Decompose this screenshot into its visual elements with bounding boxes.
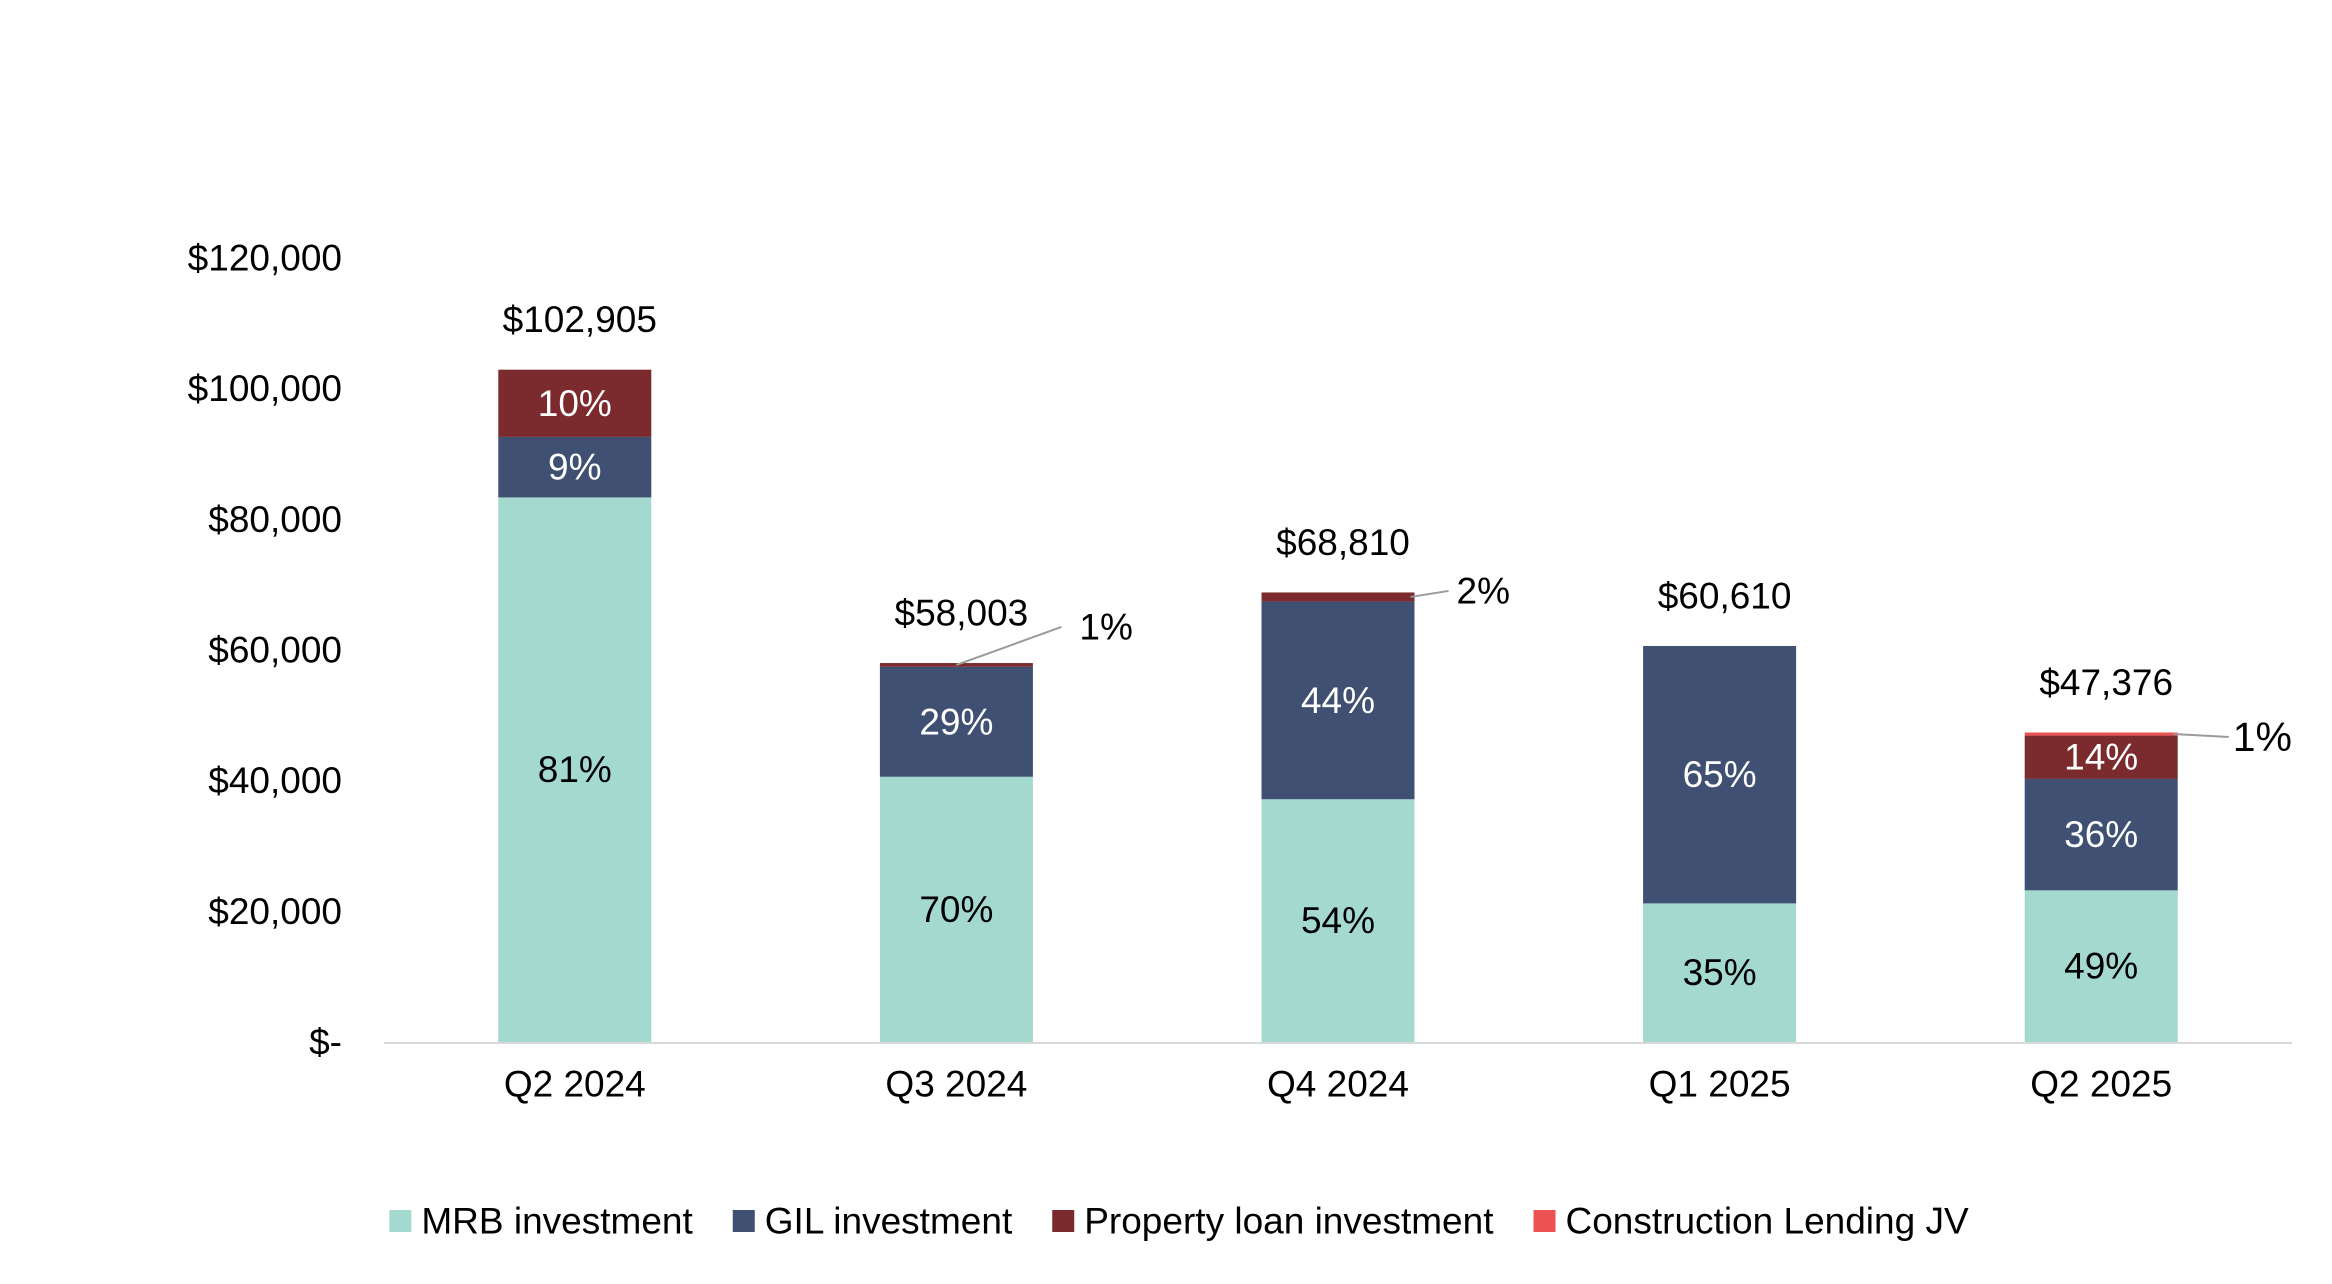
data-label: 36%: [2064, 814, 2138, 855]
total-label: $58,003: [895, 593, 1029, 634]
legend-swatch: [389, 1210, 412, 1232]
data-label: 65%: [1683, 754, 1757, 795]
bar-segment: [498, 497, 652, 1042]
bar-segment: [498, 369, 652, 437]
callout-label: 1%: [2233, 714, 2292, 760]
data-label: 49%: [2064, 946, 2138, 987]
data-label: 81%: [538, 749, 612, 790]
y-tick-label: $120,000: [188, 238, 342, 279]
bar-segment: [1643, 646, 1797, 904]
legend-swatch: [1533, 1210, 1556, 1232]
y-tick-label: $100,000: [188, 368, 342, 409]
bar-segment: [1261, 799, 1415, 1042]
legend-label: MRB investment: [421, 1201, 693, 1242]
callout-leader: [2173, 733, 2229, 739]
total-label: $47,376: [2039, 662, 2173, 703]
bar-segment: [1261, 592, 1415, 602]
data-label: 29%: [919, 701, 993, 742]
callout-leader: [956, 626, 1062, 666]
total-label: $60,610: [1658, 576, 1792, 617]
bar-segment: [2024, 735, 2178, 779]
callout-label: 1%: [1079, 606, 1132, 647]
legend-item: Construction Lending JV: [1533, 1201, 1969, 1242]
data-label: 10%: [538, 383, 612, 424]
bar-segment: [498, 436, 652, 498]
legend: MRB investment GIL investment Property loa…: [389, 1201, 1969, 1242]
total-label: $102,905: [503, 299, 657, 340]
data-label: 14%: [2064, 737, 2138, 778]
x-axis: Q2 2024 Q3 2024 Q4 2024 Q1 2025 Q2 2025: [384, 1042, 2292, 1105]
legend-label: GIL investment: [765, 1201, 1013, 1242]
legend-swatch: [732, 1210, 755, 1232]
total-label: $68,810: [1276, 522, 1410, 563]
legend-item: Property loan investment: [1052, 1201, 1494, 1242]
data-label: 54%: [1301, 900, 1375, 941]
y-tick-label: $20,000: [208, 891, 342, 932]
x-tick-label: Q2 2024: [504, 1064, 646, 1105]
x-tick-label: Q4 2024: [1267, 1064, 1409, 1105]
bar-segment: [2024, 778, 2178, 891]
callout-label: 2%: [1457, 570, 1510, 611]
y-tick-label: $60,000: [208, 630, 342, 671]
y-tick-label: $80,000: [208, 499, 342, 540]
x-tick-label: Q2 2025: [2030, 1064, 2172, 1105]
y-tick-label: $40,000: [208, 760, 342, 801]
bar-segment: [2024, 732, 2178, 736]
data-label: 35%: [1683, 952, 1757, 993]
bar-segment: [879, 776, 1033, 1042]
y-axis: $- $20,000 $40,000 $60,000 $80,000 $100,000 $1…: [188, 238, 342, 1063]
data-labels: 81% 9% 10% $102,905 70% 29% 1% $58,003 54% 44% 2% $…: [503, 299, 2292, 993]
x-tick-label: Q3 2024: [885, 1064, 1027, 1105]
y-tick-label: $-: [309, 1022, 342, 1063]
bars: [498, 369, 2178, 1042]
data-label: 70%: [919, 889, 993, 930]
bar-segment: [879, 666, 1033, 777]
data-label: 44%: [1301, 680, 1375, 721]
data-label: 9%: [548, 447, 601, 488]
legend-label: Construction Lending JV: [1566, 1201, 1969, 1242]
legend-item: MRB investment: [389, 1201, 693, 1242]
x-tick-label: Q1 2025: [1649, 1064, 1791, 1105]
bar-segment: [1261, 601, 1415, 800]
legend-label: Property loan investment: [1084, 1201, 1494, 1242]
bar-segment: [2024, 890, 2178, 1042]
legend-swatch: [1052, 1210, 1075, 1232]
legend-item: GIL investment: [732, 1201, 1013, 1242]
callout-leader: [1410, 589, 1449, 598]
bar-segment: [1643, 903, 1797, 1042]
